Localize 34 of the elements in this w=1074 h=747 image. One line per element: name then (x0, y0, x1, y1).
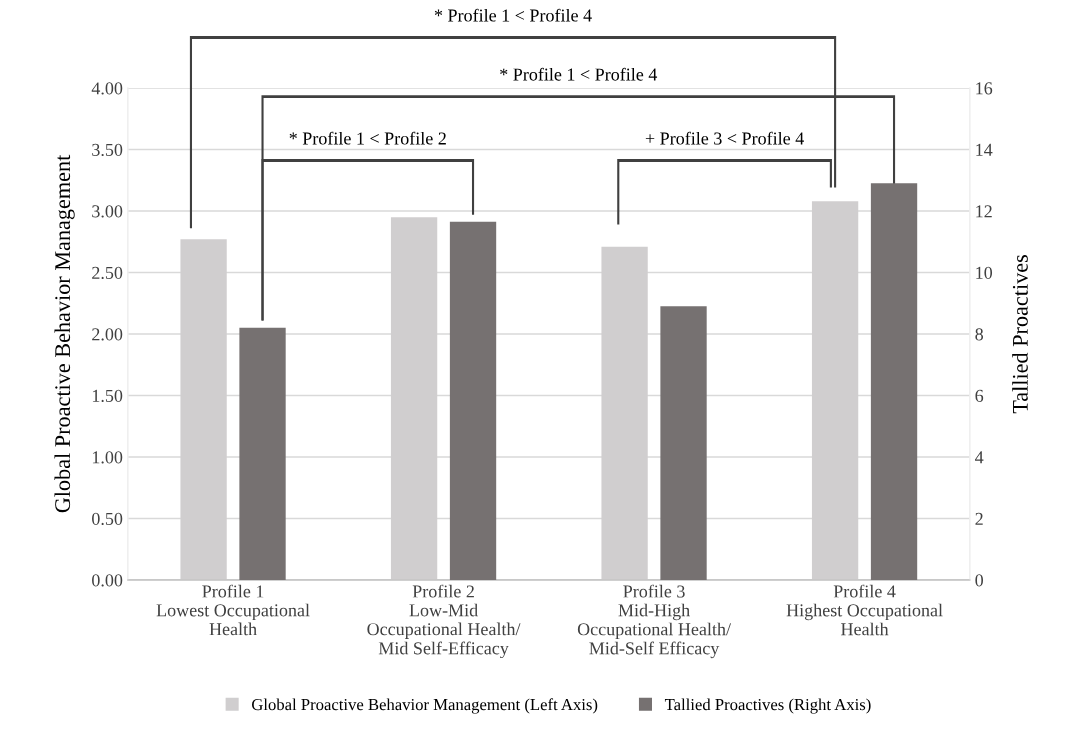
y-tick-label: 0.00 (92, 574, 123, 587)
y2-axis-title: Tallied Proactives (1012, 255, 1028, 414)
y-tick-label: 2.50 (92, 266, 123, 280)
y2-tick-label: 0 (975, 574, 984, 587)
legend-label: Tallied Proactives (Right Axis) (664, 698, 871, 714)
x-tick-label: Profile 4 Highest Occupational Health (786, 584, 943, 636)
x-tick-label: Profile 2 Low-Mid Occupational Health/ Mid Self-Efficacy (367, 584, 521, 659)
legend-label: Global Proactive Behavior Management (Left Axis) (252, 698, 598, 714)
text: * Profile 1 < Profile 4 (434, 8, 592, 22)
y-tick-label: 3.50 (92, 143, 123, 157)
bar (870, 183, 918, 580)
bar (239, 327, 286, 580)
annotation: + Profile 3 < Profile 4 (645, 131, 804, 145)
y-tick-label: 1.50 (92, 389, 123, 402)
y2-tick-label: 2 (975, 512, 983, 525)
bar (660, 306, 707, 580)
y-tick-label: 4.00 (91, 82, 123, 95)
x-tick-label: Profile 3 Mid-High Occupational Health/ Mid-Self Efficacy (577, 584, 732, 659)
y-tick-label: 3.00 (92, 205, 123, 218)
y-tick-label: 1.00 (92, 451, 123, 464)
y-axis-title: Global Proactive Behavior Management (54, 154, 75, 513)
y-tick-label: 0.50 (92, 512, 123, 525)
bar (449, 221, 497, 580)
y2-tick-label: 12 (976, 205, 992, 218)
y-tick-label: 2.00 (92, 328, 123, 341)
y2-tick-label: 16 (976, 82, 993, 95)
annotation: * Profile 1 < Profile 2 (289, 131, 446, 145)
y2-tick-label: 14 (976, 143, 993, 156)
text: * Profile 1 < Profile 4 (500, 67, 658, 81)
y2-tick-label: 6 (975, 389, 984, 402)
y2-tick-label: 4 (975, 451, 984, 464)
y2-tick-label: 8 (975, 328, 984, 341)
x-tick-label: Profile 1 Lowest Occupational Health (156, 584, 310, 636)
y2-tick-label: 10 (976, 266, 993, 279)
